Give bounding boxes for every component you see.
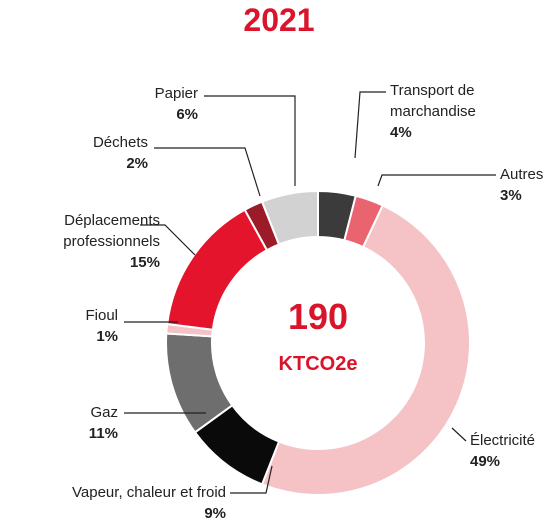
value-label: 1% — [96, 328, 118, 345]
category-label: Papier — [154, 85, 198, 102]
segment-label: Vapeur, chaleur et froid 9% — [6, 482, 226, 524]
leader-line — [204, 95, 296, 186]
segment-label: Gaz 11% — [18, 402, 118, 444]
value-label: 11% — [88, 425, 118, 442]
value-label: 15% — [129, 254, 160, 271]
donut-segment — [260, 204, 471, 496]
category-label: Déchets — [92, 134, 148, 151]
leader-line — [140, 224, 196, 256]
value-label: 6% — [176, 106, 198, 123]
value-label: 9% — [204, 505, 226, 522]
category-label: Transport de marchandise — [390, 82, 476, 120]
donut-segment — [260, 189, 319, 246]
segment-label: Fioul 1% — [18, 305, 118, 347]
category-label: Déplacements professionnels — [63, 212, 160, 250]
segment-label: Autres 3% — [500, 164, 558, 206]
leader-line — [377, 174, 496, 187]
category-label: Autres — [500, 166, 544, 183]
segment-label: Déchets 2% — [28, 132, 148, 174]
category-label: Fioul — [85, 307, 118, 324]
value-label: 2% — [126, 155, 148, 172]
value-label: 3% — [500, 187, 522, 204]
leader-line — [451, 427, 467, 442]
segment-label: Électricité 49% — [470, 430, 558, 472]
chart-title: 2021 — [243, 2, 315, 38]
center-unit: KTCO2e — [278, 353, 358, 375]
value-label: 4% — [390, 124, 412, 141]
category-label: Vapeur, chaleur et froid — [72, 484, 226, 501]
value-label: 49% — [470, 453, 501, 470]
leader-line — [230, 465, 273, 494]
leader-line — [354, 91, 386, 159]
segment-label: Papier 6% — [78, 83, 198, 125]
category-label: Électricité — [470, 432, 536, 449]
center-value: 190 — [287, 296, 349, 337]
category-label: Gaz — [90, 404, 118, 421]
segment-label: Transport de marchandise 4% — [390, 80, 550, 143]
segment-label: Déplacements professionnels 15% — [0, 210, 160, 273]
leader-line — [154, 147, 261, 197]
